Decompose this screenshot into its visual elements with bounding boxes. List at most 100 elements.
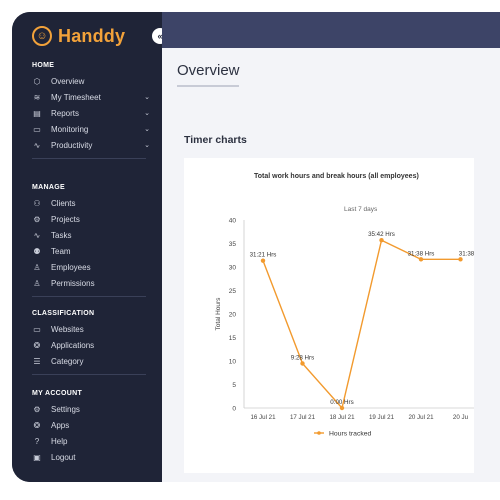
- sidebar-item-label: Monitoring: [51, 124, 89, 134]
- sidebar-item-label: Apps: [51, 420, 70, 430]
- sidebar-item-label: Reports: [51, 108, 80, 118]
- sidebar-item-tasks[interactable]: ∿ Tasks: [32, 228, 150, 242]
- sidebar-item-label: Applications: [51, 340, 95, 350]
- team-icon: ⚉: [33, 246, 41, 256]
- sidebar-item-label: Overview: [51, 76, 85, 86]
- y-tick-label: 25: [229, 288, 237, 295]
- report-icon: ▤: [33, 108, 41, 118]
- sidebar-item-my-timesheet[interactable]: ≋ My Timesheet ⌄: [32, 90, 150, 104]
- sidebar-item-projects[interactable]: ⚙ Projects: [32, 212, 150, 226]
- timer-chart-card: Total work hours and break hours (all em…: [184, 158, 474, 473]
- chevron-down-icon: ⌄: [144, 142, 150, 149]
- user-icon: ♙: [33, 262, 41, 272]
- sidebar-item-label: Tasks: [51, 230, 72, 240]
- y-tick-label: 10: [229, 359, 237, 366]
- data-label: 0:00 Hrs: [330, 399, 353, 406]
- title-underline: [177, 85, 239, 87]
- x-tick-label: 16 Jul 21: [250, 414, 276, 421]
- handdy-logo-icon: ☺: [32, 26, 52, 46]
- data-point: [260, 258, 266, 263]
- sidebar-item-clients[interactable]: ⚇ Clients: [32, 196, 150, 210]
- sidebar-item-label: Permissions: [51, 278, 95, 288]
- sidebar-item-settings[interactable]: ⚙ Settings: [32, 402, 150, 416]
- monitor-icon: ▭: [33, 124, 41, 134]
- monitor-icon: ▭: [33, 324, 41, 334]
- sidebar-item-label: Employees: [51, 262, 91, 272]
- data-label: 9:28 Hrs: [291, 354, 314, 361]
- sidebar-item-reports[interactable]: ▤ Reports ⌄: [32, 106, 150, 120]
- sidebar-item-label: Logout: [51, 452, 76, 462]
- sidebar-item-help[interactable]: ? Help: [32, 434, 150, 448]
- sidebar-item-label: Websites: [51, 324, 84, 334]
- section-title: Timer charts: [184, 134, 247, 146]
- sidebar-item-applications[interactable]: ❂ Applications: [32, 338, 150, 352]
- data-label: 31:21 Hrs: [250, 252, 277, 259]
- sidebar-item-employees[interactable]: ♙ Employees: [32, 260, 150, 274]
- data-label: 31:38 Hrs: [408, 250, 435, 257]
- brand[interactable]: ☺ Handdy: [32, 24, 125, 48]
- chevron-down-icon: ⌄: [144, 94, 150, 101]
- gear-icon: ⚙: [33, 214, 41, 224]
- sidebar-item-category[interactable]: ☰ Category: [32, 354, 150, 368]
- x-tick-label: 20 Ju: [453, 414, 469, 421]
- series-line-hours-tracked: [262, 239, 461, 410]
- y-tick-label: 20: [229, 312, 237, 319]
- sidebar-item-monitoring[interactable]: ▭ Monitoring ⌄: [32, 122, 150, 136]
- sidebar-divider: [32, 296, 146, 297]
- apps-icon: ❂: [33, 340, 41, 350]
- y-tick-label: 30: [229, 265, 237, 272]
- data-point: [339, 405, 345, 411]
- legend-entry: Hours tracked: [329, 431, 372, 438]
- line-chart: 0 5 10 15 20 25 30 35 40 Total Hours 16 Jul 21 17 J…: [215, 218, 474, 438]
- legend-marker: [317, 431, 321, 435]
- sidebar-item-websites[interactable]: ▭ Websites: [32, 322, 150, 336]
- y-tick-label: 40: [229, 218, 237, 225]
- data-point: [418, 257, 424, 262]
- users-icon: ⚇: [33, 198, 41, 208]
- section-title-home: HOME: [32, 62, 55, 69]
- sidebar-item-team[interactable]: ⚉ Team: [32, 244, 150, 258]
- apps-icon: ❂: [33, 420, 41, 430]
- top-bar: [162, 12, 500, 48]
- sidebar-item-label: My Timesheet: [51, 92, 101, 102]
- y-tick-label: 35: [229, 241, 237, 248]
- sidebar-item-label: Category: [51, 356, 84, 366]
- app-frame: ☺ Handdy HOME ⬡ Overview ≋ My Timesheet ⌄ ▤ Rep…: [12, 12, 500, 482]
- list-icon: ☰: [33, 356, 41, 366]
- sidebar-item-overview[interactable]: ⬡ Overview: [32, 74, 150, 88]
- user-check-icon: ♙: [33, 278, 41, 288]
- sidebar-item-productivity[interactable]: ∿ Productivity ⌄: [32, 138, 150, 152]
- x-tick-label: 20 Jul 21: [408, 414, 434, 421]
- sidebar: ☺ Handdy HOME ⬡ Overview ≋ My Timesheet ⌄ ▤ Rep…: [12, 12, 162, 482]
- logout-icon: ▣: [33, 452, 41, 462]
- sidebar-item-label: Projects: [51, 214, 80, 224]
- data-label: 31:38: [459, 250, 474, 257]
- help-icon: ?: [34, 436, 40, 446]
- y-tick-label: 15: [229, 335, 237, 342]
- chart-subtitle: Last 7 days: [344, 206, 378, 213]
- brand-name: Handdy: [58, 25, 126, 46]
- sidebar-item-logout[interactable]: ▣ Logout: [32, 450, 150, 464]
- chevron-down-icon: ⌄: [144, 126, 150, 133]
- data-point: [379, 238, 384, 243]
- sidebar-item-label: Team: [51, 246, 71, 256]
- section-title-my-account: MY ACCOUNT: [32, 390, 83, 397]
- sidebar-item-label: Help: [51, 436, 68, 446]
- y-axis-label: Total Hours: [215, 297, 222, 331]
- cube-icon: ⬡: [33, 76, 41, 86]
- sidebar-divider: [32, 158, 146, 159]
- data-point: [458, 257, 463, 262]
- x-tick-label: 19 Jul 21: [369, 414, 395, 421]
- sidebar-divider: [32, 374, 146, 375]
- sidebar-item-permissions[interactable]: ♙ Permissions: [32, 276, 150, 290]
- y-tick-label: 5: [232, 382, 236, 389]
- x-tick-label: 17 Jul 21: [290, 414, 316, 421]
- data-point: [300, 361, 305, 366]
- sidebar-item-label: Productivity: [51, 140, 93, 150]
- pulse-icon: ∿: [33, 230, 41, 240]
- sidebar-item-label: Clients: [51, 198, 76, 208]
- chevron-down-icon: ⌄: [144, 110, 150, 117]
- sidebar-item-apps[interactable]: ❂ Apps: [32, 418, 150, 432]
- main-content: Overview Timer charts Total work hours a…: [162, 48, 500, 482]
- gear-icon: ⚙: [33, 404, 41, 414]
